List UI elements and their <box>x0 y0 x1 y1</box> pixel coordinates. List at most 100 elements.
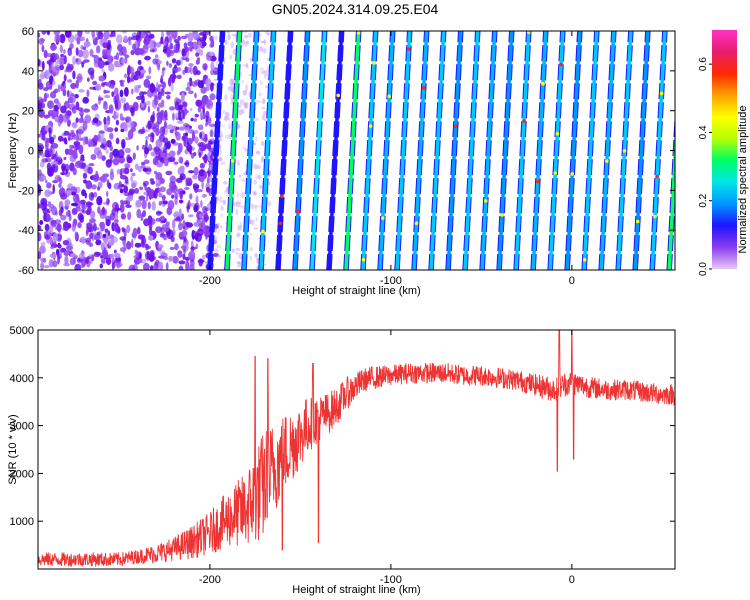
streak-hotspot <box>522 119 526 123</box>
noise-speckle <box>53 98 59 104</box>
streak-hotspot <box>230 159 235 163</box>
noise-speckle <box>63 263 71 267</box>
noise-speckle <box>39 73 45 80</box>
noise-speckle <box>181 135 189 142</box>
noise-speckle <box>78 252 85 260</box>
noise-speckle <box>241 178 246 182</box>
noise-speckle <box>176 120 184 124</box>
noise-speckle <box>183 161 190 166</box>
noise-speckle <box>171 194 175 199</box>
noise-speckle <box>143 180 149 186</box>
streak-hotspot <box>356 31 361 35</box>
noise-speckle <box>137 226 141 235</box>
streak-hotspot <box>414 221 419 226</box>
noise-speckle <box>90 154 97 160</box>
noise-speckle <box>146 75 152 80</box>
noise-speckle <box>110 168 114 175</box>
noise-speckle <box>132 152 136 160</box>
noise-speckle <box>76 37 81 45</box>
noise-speckle <box>114 256 122 264</box>
noise-speckle <box>201 254 206 260</box>
streak <box>310 31 327 270</box>
streak <box>548 31 565 270</box>
noise-speckle <box>72 223 77 228</box>
noise-speckle <box>119 89 124 98</box>
noise-speckle <box>74 58 82 65</box>
noise-speckle <box>81 238 86 244</box>
noise-speckle <box>39 102 46 109</box>
noise-speckle <box>70 202 79 207</box>
noise-speckle <box>205 186 211 193</box>
noise-speckle <box>173 256 177 262</box>
noise-speckle <box>257 175 262 180</box>
noise-speckle <box>213 78 219 81</box>
noise-speckle <box>155 226 163 234</box>
noise-speckle <box>43 49 48 59</box>
noise-speckle <box>82 172 88 179</box>
noise-speckle <box>105 90 110 94</box>
noise-speckle <box>60 206 64 214</box>
noise-speckle <box>108 62 115 72</box>
streak <box>565 31 582 270</box>
noise-speckle <box>238 201 242 205</box>
noise-speckle <box>243 31 248 34</box>
noise-speckle <box>159 126 166 136</box>
noise-speckle <box>159 186 166 193</box>
noise-speckle <box>43 265 50 269</box>
noise-speckle <box>202 63 208 71</box>
noise-speckle <box>130 175 134 182</box>
noise-speckle <box>225 111 230 118</box>
noise-speckle <box>126 156 133 164</box>
noise-speckle <box>163 157 169 167</box>
noise-speckle <box>103 31 110 40</box>
noise-speckle <box>184 66 192 74</box>
noise-speckle <box>134 163 139 171</box>
noise-speckle <box>188 250 196 260</box>
noise-speckle <box>229 93 234 101</box>
noise-speckle <box>59 33 66 44</box>
streak-hotspot <box>559 62 563 67</box>
noise-speckle <box>112 158 120 166</box>
noise-speckle <box>192 174 198 180</box>
noise-speckle <box>198 258 204 267</box>
noise-speckle <box>82 96 89 104</box>
noise-speckle <box>203 214 210 222</box>
noise-speckle <box>158 255 166 259</box>
noise-speckle <box>143 262 150 270</box>
noise-speckle <box>97 133 105 139</box>
noise-speckle <box>105 257 112 266</box>
noise-speckle <box>101 82 106 87</box>
noise-speckle <box>202 206 208 213</box>
noise-speckle <box>178 253 183 258</box>
noise-speckle <box>54 60 58 68</box>
noise-speckle <box>63 100 70 109</box>
noise-speckle <box>112 201 119 211</box>
noise-speckle <box>87 67 95 76</box>
noise-speckle <box>230 79 235 86</box>
noise-speckle <box>106 190 109 197</box>
noise-speckle <box>106 127 114 133</box>
noise-speckle <box>228 123 232 130</box>
streak-hotspot <box>421 86 426 90</box>
noise-speckle <box>171 31 178 39</box>
noise-speckle <box>245 84 248 91</box>
noise-speckle <box>128 188 135 195</box>
noise-speckle <box>87 77 90 82</box>
noise-speckle <box>169 129 174 134</box>
noise-speckle <box>138 252 142 260</box>
noise-speckle <box>157 84 163 88</box>
noise-speckle <box>188 170 195 174</box>
noise-speckle <box>189 125 193 129</box>
noise-speckle <box>136 145 139 151</box>
noise-speckle <box>113 111 119 120</box>
noise-speckle <box>219 139 224 142</box>
noise-speckle <box>63 130 70 136</box>
noise-speckle <box>259 46 264 52</box>
noise-speckle <box>91 254 95 262</box>
noise-speckle <box>66 242 74 253</box>
noise-speckle <box>39 245 46 254</box>
y-tick-label: 1000 <box>10 516 34 528</box>
noise-speckle <box>96 45 101 54</box>
noise-speckle <box>86 228 89 235</box>
noise-speckle <box>123 243 128 250</box>
